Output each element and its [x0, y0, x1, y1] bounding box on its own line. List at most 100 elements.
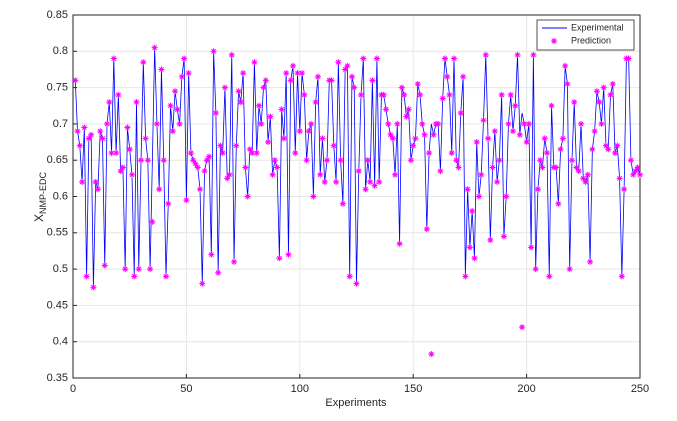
data-point — [174, 106, 181, 113]
data-point — [553, 164, 560, 171]
data-point — [546, 273, 553, 280]
data-point — [473, 139, 480, 146]
data-point — [126, 146, 133, 153]
data-point — [405, 106, 412, 113]
data-point — [469, 208, 476, 215]
data-point — [328, 77, 335, 84]
data-point — [637, 171, 643, 178]
data-point — [203, 157, 210, 164]
data-point — [455, 164, 462, 171]
data-point — [156, 186, 163, 193]
data-point — [224, 175, 231, 182]
data-point — [364, 157, 371, 164]
data-point — [151, 44, 158, 51]
data-point — [81, 124, 88, 131]
data-point — [176, 120, 183, 127]
y-tick-label: 0.75 — [47, 82, 68, 94]
data-point — [439, 95, 446, 102]
data-point — [142, 135, 149, 142]
data-point — [104, 120, 111, 127]
data-point — [324, 157, 331, 164]
x-tick-label: 150 — [404, 383, 422, 395]
data-point — [280, 135, 287, 142]
data-point — [271, 157, 278, 164]
data-point — [133, 99, 140, 106]
data-point — [217, 142, 224, 149]
y-tick-label: 0.55 — [47, 227, 68, 239]
data-point — [74, 128, 81, 135]
data-point — [219, 149, 226, 156]
data-point — [138, 157, 145, 164]
data-point — [512, 102, 519, 109]
data-point — [444, 73, 451, 80]
data-point — [441, 55, 448, 62]
data-point — [505, 120, 512, 127]
data-point — [122, 266, 129, 273]
data-point — [396, 240, 403, 247]
data-point — [627, 157, 634, 164]
data-point — [462, 273, 469, 280]
data-point — [117, 168, 124, 175]
data-point — [519, 324, 526, 331]
data-point — [346, 273, 353, 280]
data-point — [187, 149, 194, 156]
data-point — [97, 128, 104, 135]
data-point — [478, 171, 485, 178]
data-point — [140, 59, 147, 66]
data-point — [119, 164, 126, 171]
y-axis-label-sub: NMP-EDC — [38, 171, 48, 213]
data-point — [212, 110, 219, 117]
data-point — [496, 157, 503, 164]
data-point — [530, 51, 537, 58]
y-tick-label: 0.8 — [53, 45, 68, 57]
data-point — [79, 178, 86, 185]
data-point — [466, 244, 473, 251]
data-point — [113, 149, 120, 156]
data-point — [632, 168, 639, 175]
data-point — [448, 149, 455, 156]
data-point — [423, 226, 430, 233]
data-point — [412, 135, 419, 142]
data-point — [482, 51, 489, 58]
legend-box — [536, 19, 635, 51]
data-point — [528, 244, 535, 251]
data-point — [289, 62, 296, 69]
data-point — [426, 149, 433, 156]
data-point — [353, 280, 360, 287]
data-point — [534, 186, 541, 193]
data-point — [85, 135, 92, 142]
data-point — [564, 80, 571, 87]
data-point — [600, 84, 607, 91]
data-point — [380, 91, 387, 98]
data-point — [88, 131, 95, 138]
data-point — [128, 171, 135, 178]
data-point — [110, 55, 117, 62]
data-point — [435, 120, 442, 127]
data-point — [260, 84, 267, 91]
data-point — [376, 178, 383, 185]
data-point — [94, 186, 101, 193]
data-point — [108, 149, 115, 156]
data-point — [602, 142, 609, 149]
data-point — [267, 113, 274, 120]
data-point — [101, 262, 108, 269]
data-point — [523, 139, 530, 146]
data-point — [525, 120, 532, 127]
data-point — [516, 131, 523, 138]
data-point — [305, 128, 312, 135]
data-point — [242, 164, 249, 171]
data-point — [541, 135, 548, 142]
data-point — [265, 139, 272, 146]
data-point — [464, 186, 471, 193]
data-point — [348, 73, 355, 80]
data-point — [330, 142, 337, 149]
y-axis-label-main: X — [32, 214, 46, 222]
data-point — [614, 142, 621, 149]
legend-label: Experimental — [571, 22, 624, 32]
data-point — [153, 120, 160, 127]
data-point — [72, 77, 79, 84]
data-point — [344, 62, 351, 69]
data-point — [612, 149, 619, 156]
data-point — [274, 164, 281, 171]
y-tick-label: 0.85 — [47, 9, 68, 21]
